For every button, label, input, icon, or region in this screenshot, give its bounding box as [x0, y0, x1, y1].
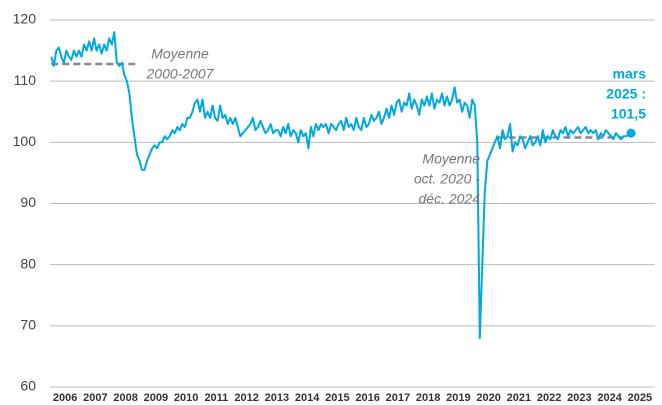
x-tick-label: 2009 — [144, 392, 168, 404]
reference-label: 2000-2007 — [146, 66, 215, 82]
x-tick-label: 2015 — [325, 392, 349, 404]
x-tick-label: 2022 — [537, 392, 561, 404]
x-tick-label: 2014 — [295, 392, 320, 404]
x-tick-label: 2023 — [567, 392, 591, 404]
end-label: 2025 : — [606, 86, 646, 102]
y-tick-label: 80 — [20, 255, 36, 271]
x-tick-label: 2018 — [416, 392, 440, 404]
x-tick-label: 2016 — [355, 392, 379, 404]
x-tick-label: 2020 — [476, 392, 500, 404]
end-label: mars — [613, 66, 647, 82]
data-line — [50, 31, 632, 340]
x-tick-label: 2011 — [204, 392, 228, 404]
reference-label: Moyenne — [151, 46, 209, 62]
reference-label: oct. 2020 - — [414, 171, 480, 187]
x-tick-label: 2012 — [234, 392, 258, 404]
x-tick-label: 2008 — [113, 392, 137, 404]
y-tick-label: 110 — [14, 72, 37, 88]
x-tick-label: 2010 — [174, 392, 198, 404]
x-tick-label: 2025 — [628, 392, 652, 404]
x-tick-label: 2024 — [597, 392, 622, 404]
x-tick-label: 2019 — [446, 392, 470, 404]
y-tick-label: 100 — [13, 133, 37, 149]
y-tick-label: 90 — [20, 194, 36, 210]
end-dot — [626, 128, 636, 138]
y-tick-label: 60 — [20, 378, 36, 394]
y-tick-label: 120 — [13, 11, 37, 27]
x-tick-label: 2017 — [386, 392, 410, 404]
x-tick-label: 2013 — [265, 392, 289, 404]
x-tick-label: 2021 — [507, 392, 531, 404]
x-tick-label: 2006 — [53, 392, 77, 404]
x-tick-label: 2007 — [83, 392, 107, 404]
reference-label: déc. 2024 — [419, 191, 481, 207]
reference-label: Moyenne — [422, 151, 480, 167]
y-tick-label: 70 — [20, 317, 36, 333]
end-value-label: 101,5 — [611, 106, 646, 122]
